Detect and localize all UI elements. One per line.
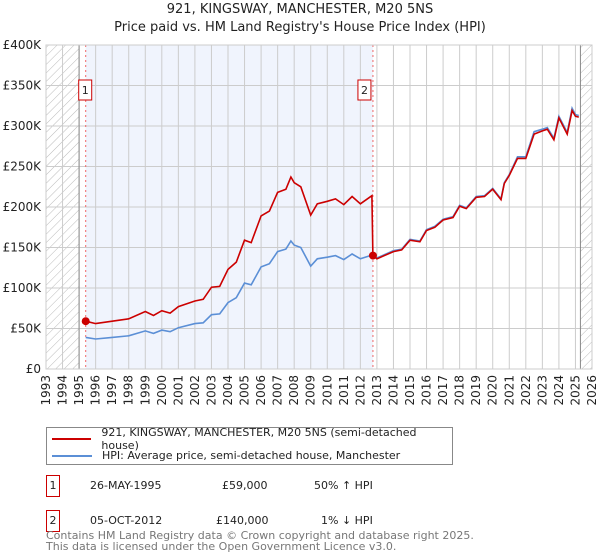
x-tick-label: 1994 (56, 375, 70, 406)
footer-license: This data is licensed under the Open Gov… (46, 540, 397, 553)
plot-border (45, 44, 593, 370)
x-tick-label: 2022 (519, 375, 533, 406)
x-tick-label: 2013 (370, 375, 384, 406)
sale-point (81, 317, 90, 326)
transaction-price: £140,000 (216, 514, 269, 527)
x-tick-label: 1997 (105, 375, 119, 406)
transaction-badge: 2 (46, 510, 60, 532)
x-tick-label: 2025 (568, 375, 582, 406)
x-tick-label: 2012 (353, 375, 367, 406)
transaction-row: 2 05-OCT-2012 £140,000 1% ↓ HPI (46, 510, 446, 532)
transaction-price: £59,000 (222, 479, 268, 492)
x-tick-label: 2001 (171, 375, 185, 406)
y-tick-label: £250K (3, 160, 43, 174)
transaction-date: 05-OCT-2012 (90, 514, 163, 527)
transaction-hpi: 50% ↑ HPI (314, 479, 373, 492)
x-tick-label: 1998 (122, 375, 136, 406)
sale-label: 2 (361, 84, 368, 97)
transaction-date: 26-MAY-1995 (90, 479, 162, 492)
x-tick-label: 2021 (502, 375, 516, 406)
x-tick-label: 2020 (486, 375, 500, 406)
footer: Contains HM Land Registry data © Crown c… (46, 530, 474, 552)
x-tick-label: 2011 (337, 375, 351, 406)
y-tick-label: £150K (3, 241, 43, 255)
x-tick-label: 2018 (453, 375, 467, 406)
chart-subtitle: Price paid vs. HM Land Registry's House … (114, 20, 486, 35)
sale-point (368, 251, 377, 260)
x-tick-label: 2007 (271, 375, 285, 406)
sale-label: 1 (82, 84, 89, 97)
transaction-badge: 1 (46, 475, 60, 497)
x-tick-label: 2000 (155, 375, 169, 406)
x-tick-label: 2006 (254, 375, 268, 406)
x-tick-label: 1995 (72, 375, 86, 406)
x-tick-label: 2008 (287, 375, 301, 406)
y-tick-label: £300K (3, 119, 43, 133)
x-tick-label: 2017 (436, 375, 450, 406)
hpi-line (85, 105, 579, 340)
sale-label-box (357, 79, 372, 101)
x-tick-label: 1996 (89, 375, 103, 406)
y-tick-label: £400K (3, 38, 43, 52)
x-tick-label: 2009 (304, 375, 318, 406)
y-tick-label: £100K (3, 281, 43, 295)
y-tick-label: £50K (10, 322, 42, 336)
footer-copyright: Contains HM Land Registry data © Crown c… (46, 529, 474, 542)
x-tick-label: 2005 (238, 375, 252, 406)
transaction-hpi: 1% ↓ HPI (321, 514, 373, 527)
legend-property: 921, KINGSWAY, MANCHESTER, M20 5NS (semi… (101, 425, 417, 452)
x-tick-label: 2014 (386, 375, 400, 406)
x-tick-label: 2016 (420, 375, 434, 406)
x-tick-label: 2019 (469, 375, 483, 406)
x-tick-label: 2003 (204, 375, 218, 406)
legend: 921, KINGSWAY, MANCHESTER, M20 5NS (semi… (46, 425, 453, 465)
y-tick-label: £200K (3, 200, 43, 214)
x-tick-label: 2010 (320, 375, 334, 406)
legend-red-line (52, 437, 92, 440)
x-tick-label: 2026 (585, 375, 599, 406)
chart-title: 921, KINGSWAY, MANCHESTER, M20 5NS (166, 2, 434, 17)
x-tick-label: 2002 (188, 375, 202, 406)
x-tick-label: 2023 (535, 375, 549, 406)
transaction-row: 1 26-MAY-1995 £59,000 50% ↑ HPI (46, 475, 446, 497)
sale-label-box (78, 79, 93, 101)
x-tick-label: 1993 (39, 375, 53, 406)
price-chart: 1993 1994 1995 1996 1997 1998 1999 2000 2001 2002… (3, 38, 599, 406)
y-tick-label: £0 (26, 362, 41, 376)
x-tick-label: 2004 (221, 375, 235, 406)
property-price-line (85, 108, 579, 325)
x-tick-label: 2024 (552, 375, 566, 406)
legend-blue-line (52, 454, 92, 457)
x-tick-label: 1999 (138, 375, 152, 406)
x-tick-label: 2015 (403, 375, 417, 406)
y-tick-label: £350K (3, 79, 43, 93)
legend-hpi: HPI: Average price, semi-detached house,… (102, 449, 401, 462)
